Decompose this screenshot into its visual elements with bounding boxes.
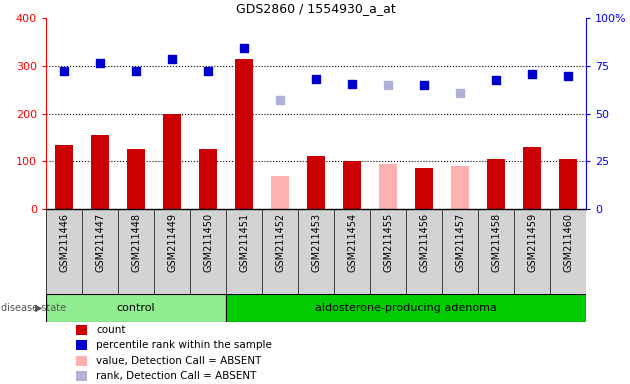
Bar [379,164,397,209]
Text: GSM211447: GSM211447 [95,213,105,272]
Point [383,82,393,88]
Point [59,68,69,74]
Point [347,81,357,87]
Bar [235,59,253,209]
Point [275,97,285,103]
Text: ▶: ▶ [35,303,43,313]
Point [563,73,573,79]
Point [419,82,429,88]
Bar [91,135,109,209]
Text: GSM211448: GSM211448 [131,213,141,272]
Bar [76,371,87,381]
Text: count: count [96,325,126,335]
Bar [271,175,289,209]
Bar [226,294,586,322]
Bar [163,114,181,209]
Bar [451,166,469,209]
Text: GSM211452: GSM211452 [275,213,285,273]
Bar [76,325,87,335]
Text: GSM211457: GSM211457 [455,213,465,273]
Bar [343,161,361,209]
Text: GSM211460: GSM211460 [563,213,573,272]
Text: GSM211458: GSM211458 [491,213,501,272]
Bar [76,356,87,366]
Text: rank, Detection Call = ABSENT: rank, Detection Call = ABSENT [96,371,257,381]
Bar [127,149,145,209]
Text: GSM211454: GSM211454 [347,213,357,272]
Point [95,60,105,66]
Point [491,77,501,83]
Point [131,68,141,74]
Text: GSM211453: GSM211453 [311,213,321,272]
Bar [307,156,325,209]
Point [455,90,465,96]
Bar [415,169,433,209]
Bar [487,159,505,209]
Text: GSM211450: GSM211450 [203,213,213,272]
Text: disease state: disease state [1,303,66,313]
Text: percentile rank within the sample: percentile rank within the sample [96,340,272,350]
Point [311,76,321,82]
Bar [46,294,226,322]
Text: GSM211451: GSM211451 [239,213,249,272]
Title: GDS2860 / 1554930_a_at: GDS2860 / 1554930_a_at [236,2,396,15]
Bar [559,159,577,209]
Text: aldosterone-producing adenoma: aldosterone-producing adenoma [315,303,497,313]
Point [203,68,213,74]
Text: GSM211455: GSM211455 [383,213,393,273]
Text: GSM211449: GSM211449 [167,213,177,272]
Text: GSM211456: GSM211456 [419,213,429,272]
Text: GSM211446: GSM211446 [59,213,69,272]
Text: value, Detection Call = ABSENT: value, Detection Call = ABSENT [96,356,262,366]
Bar [55,144,73,209]
Point [167,56,177,62]
Point [239,45,249,51]
Bar [199,149,217,209]
Text: control: control [117,303,156,313]
Bar [76,340,87,350]
Point [527,71,537,77]
Bar [523,147,541,209]
Text: GSM211459: GSM211459 [527,213,537,272]
